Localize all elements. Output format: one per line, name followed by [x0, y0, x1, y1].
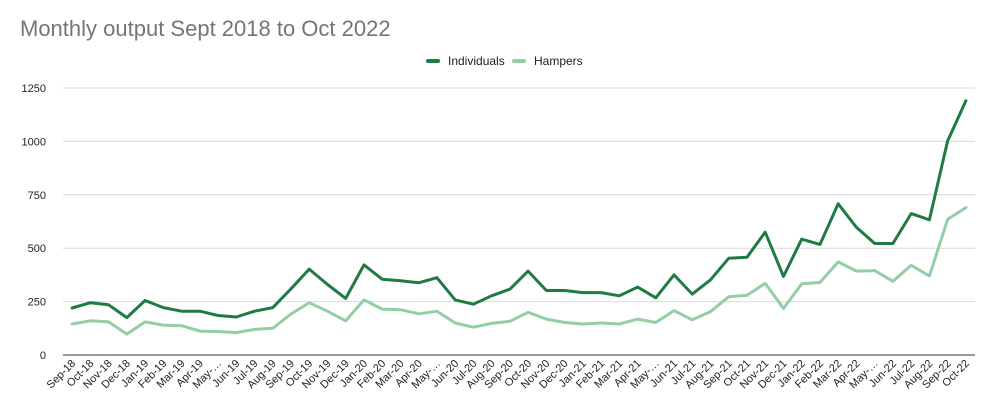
legend-swatch-individuals — [426, 59, 440, 63]
y-axis-ticks: 0 250 500 750 1000 1250 — [22, 83, 46, 362]
y-tick-label: 750 — [28, 190, 46, 202]
legend-label-individuals: Individuals — [448, 54, 505, 68]
legend-item-hampers: Hampers — [512, 54, 583, 68]
legend-swatch-hampers — [512, 59, 526, 63]
series-line-hampers — [70, 206, 968, 336]
x-axis-ticks: Sep-18Oct-18Nov-18Dec-18Jan-19Feb-19Mar-… — [45, 358, 972, 392]
y-tick-label: 1250 — [22, 83, 46, 95]
series-line-individuals — [70, 99, 968, 320]
y-tick-label: 1000 — [22, 136, 46, 148]
y-tick-label: 250 — [28, 297, 46, 309]
series-lines — [70, 99, 968, 336]
y-tick-label: 500 — [28, 243, 46, 255]
y-tick-label: 0 — [40, 350, 46, 362]
chart-legend: Individuals Hampers — [0, 54, 1000, 72]
legend-item-individuals: Individuals — [426, 54, 505, 68]
legend-label-hampers: Hampers — [534, 54, 583, 68]
gridlines — [63, 87, 975, 356]
chart-title: Monthly output Sept 2018 to Oct 2022 — [20, 16, 391, 41]
